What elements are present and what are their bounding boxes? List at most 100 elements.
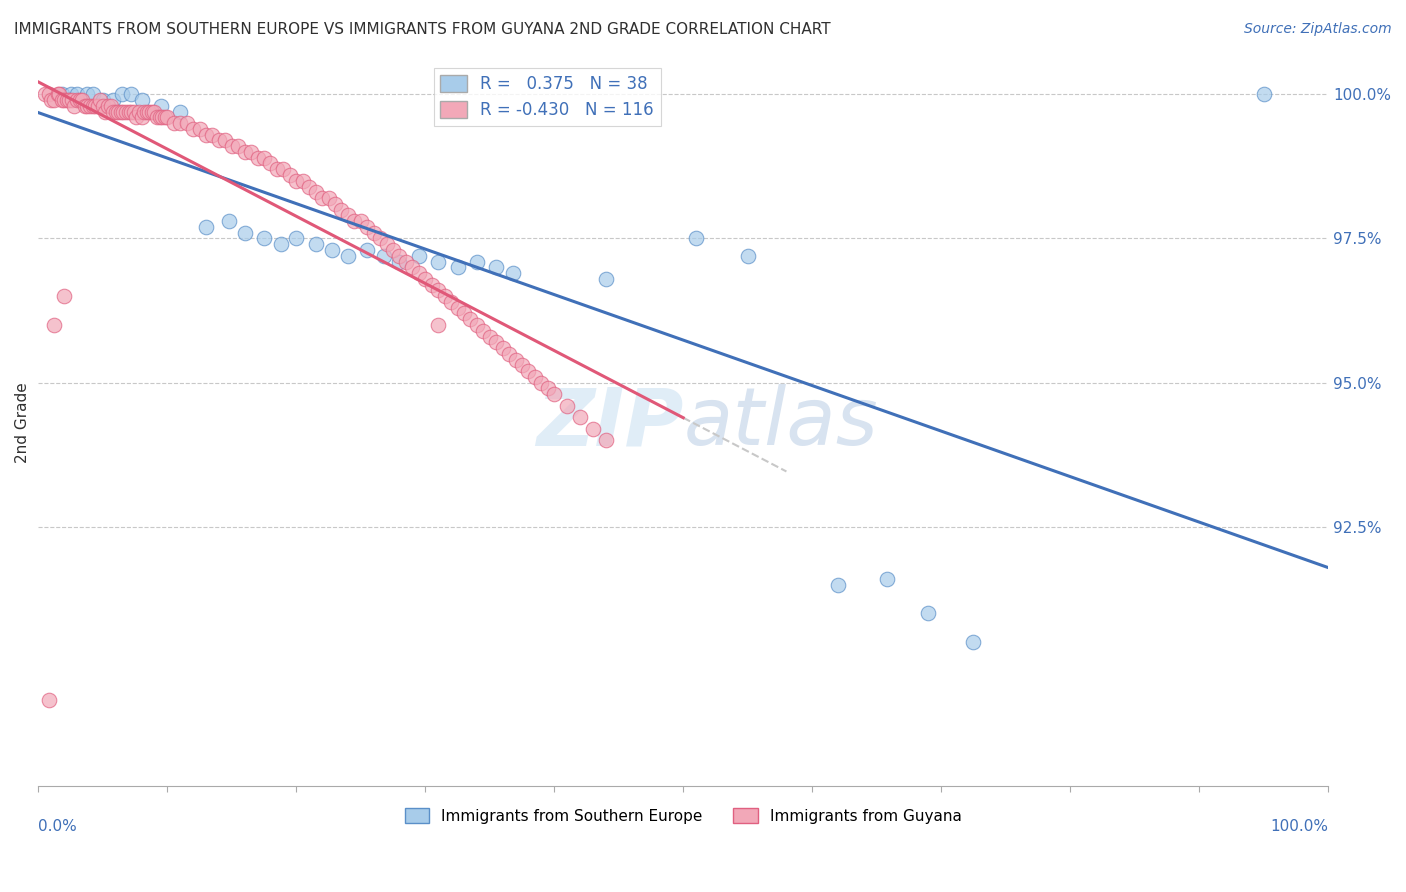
Point [530,376,553,390]
Point [453,306,475,320]
Point [291,174,314,188]
Point [169,116,191,130]
Point [38,693,60,707]
Point [304,237,326,252]
Point [153,110,176,124]
Point [82,87,104,102]
Point [304,186,326,200]
Y-axis label: 2nd Grade: 2nd Grade [15,383,30,464]
Point [208,133,231,147]
Point [446,260,468,275]
Point [827,577,849,591]
Point [595,434,617,448]
Point [188,121,211,136]
Point [1253,87,1275,102]
Point [38,87,60,102]
Point [278,168,301,182]
Point [523,370,546,384]
Point [58,93,80,107]
Point [465,318,488,332]
Point [962,635,984,649]
Text: Source: ZipAtlas.com: Source: ZipAtlas.com [1244,22,1392,37]
Point [472,324,495,338]
Point [270,237,292,252]
Point [876,572,898,586]
Point [285,174,308,188]
Point [285,231,308,245]
Point [156,110,179,124]
Point [233,226,256,240]
Point [181,121,204,136]
Point [73,99,96,113]
Point [176,116,198,130]
Point [413,272,436,286]
Point [266,162,288,177]
Point [382,243,405,257]
Point [138,104,160,119]
Point [89,93,111,107]
Point [149,99,172,113]
Point [148,110,170,124]
Point [363,226,385,240]
Point [368,231,391,245]
Point [112,104,135,119]
Point [502,266,524,280]
Point [510,359,533,373]
Point [86,99,108,113]
Point [125,110,148,124]
Text: atlas: atlas [683,384,877,462]
Point [427,284,450,298]
Point [330,202,353,217]
Point [498,347,520,361]
Point [555,399,578,413]
Point [253,151,276,165]
Point [120,87,142,102]
Point [53,93,76,107]
Point [395,254,418,268]
Point [420,277,443,292]
Point [120,104,142,119]
Point [388,249,411,263]
Point [143,104,166,119]
Point [427,318,450,332]
Text: ZIP: ZIP [536,384,683,462]
Point [141,104,163,119]
Point [66,93,89,107]
Point [82,99,104,113]
Point [55,93,77,107]
Point [685,231,707,245]
Point [350,214,373,228]
Text: IMMIGRANTS FROM SOUTHERN EUROPE VS IMMIGRANTS FROM GUYANA 2ND GRADE CORRELATION : IMMIGRANTS FROM SOUTHERN EUROPE VS IMMIG… [14,22,831,37]
Point [311,191,333,205]
Point [460,312,482,326]
Point [131,93,153,107]
Point [201,128,224,142]
Point [298,179,321,194]
Point [84,99,107,113]
Point [388,254,411,268]
Point [273,162,295,177]
Point [63,99,86,113]
Point [163,116,186,130]
Point [110,104,132,119]
Point [356,219,378,234]
Point [39,93,62,107]
Point [115,104,138,119]
Point [79,99,101,113]
Point [485,335,508,350]
Point [111,87,134,102]
Point [492,341,515,355]
Point [478,329,501,343]
Point [582,422,605,436]
Point [343,214,366,228]
Point [214,133,236,147]
Point [150,110,173,124]
Point [318,191,340,205]
Point [60,93,83,107]
Point [408,266,430,280]
Point [48,87,70,102]
Point [51,93,73,107]
Point [440,294,463,309]
Point [246,151,269,165]
Point [100,99,122,113]
